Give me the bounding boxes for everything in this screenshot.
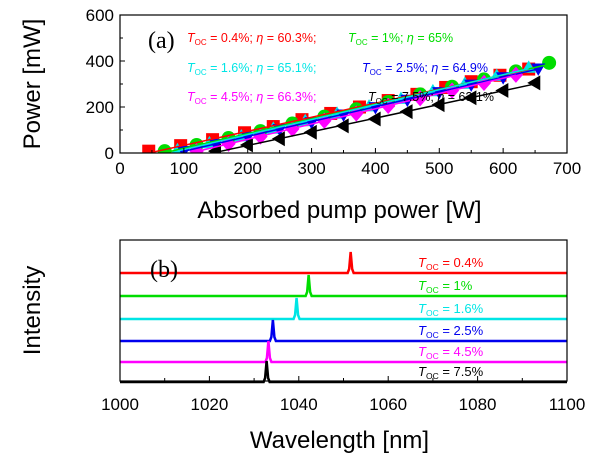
legend-entry-a-2: TOC = 1.6%; η = 65.1%;	[187, 61, 316, 77]
y-tick-label: 600	[86, 6, 114, 25]
data-point	[142, 145, 155, 158]
x-tick-label: 1000	[101, 395, 139, 414]
trace-1	[120, 275, 567, 296]
data-point	[542, 56, 556, 70]
trace-3	[120, 320, 567, 341]
legend-entry-b-5: TOC = 7.5%	[418, 364, 484, 381]
legend-entry-a-3: TOC = 2.5%; η = 64.9%	[362, 61, 488, 77]
x-tick-label: 1100	[549, 395, 586, 414]
legend-entry-b-4: TOC = 4.5%	[418, 344, 484, 361]
y-tick-label: 400	[86, 52, 114, 71]
y-axis-label: Intensity	[19, 266, 46, 355]
legend-entry-b-0: TOC = 0.4%	[418, 255, 484, 272]
legend-entry-a-1: TOC = 1%; η = 65%	[348, 31, 453, 47]
y-axis-label: Power [mW]	[19, 19, 46, 150]
axes-frame-b	[120, 240, 567, 381]
legend-entry-a-0: TOC = 0.4%; η = 60.3%;	[187, 31, 316, 47]
x-axis-label: Absorbed pump power [W]	[197, 197, 481, 224]
panel-label-b: (b)	[150, 257, 178, 283]
data-point	[527, 75, 540, 90]
trace-0	[120, 252, 567, 273]
legend-entry-a-4: TOC = 4.5%; η = 66.3%;	[187, 90, 316, 106]
x-tick-label: 200	[234, 159, 262, 178]
trace-2	[120, 298, 567, 319]
fit-line	[197, 75, 516, 151]
x-axis-label: Wavelength [nm]	[250, 427, 429, 454]
legend-entry-a-5: TOC = 7.5%; η = 63.1%	[368, 90, 494, 106]
x-tick-label: 100	[170, 159, 198, 178]
x-tick-label: 500	[425, 159, 453, 178]
x-tick-label: 300	[297, 159, 325, 178]
panel-b: 1000 1020 1040 1060 1080 1100 Wavelength [nm] I…	[19, 240, 585, 454]
x-tick-label: 700	[553, 159, 581, 178]
x-tick-label: 1020	[190, 395, 228, 414]
panel-label-a: (a)	[148, 28, 175, 54]
legend-entry-b-2: TOC = 1.6%	[418, 301, 484, 318]
x-tick-label: 400	[361, 159, 389, 178]
x-tick-label: 600	[489, 159, 517, 178]
trace-4	[120, 341, 567, 362]
series-a-5	[208, 75, 540, 158]
x-tick-label: 1040	[280, 395, 318, 414]
fit-line	[184, 69, 538, 151]
legend-entry-b-1: TOC = 1%	[418, 278, 473, 295]
x-tick-label: 1080	[459, 395, 497, 414]
fit-line	[177, 69, 528, 151]
panel-a: 0 100 200 300 400 500 600 700 0 200 400 600 Absorbed…	[19, 6, 581, 224]
x-tick-label: 1060	[369, 395, 407, 414]
y-tick-label: 0	[105, 144, 114, 163]
y-tick-label: 200	[86, 98, 114, 117]
x-tick-label: 0	[115, 159, 124, 178]
legend-entry-b-3: TOC = 2.5%	[418, 323, 484, 340]
